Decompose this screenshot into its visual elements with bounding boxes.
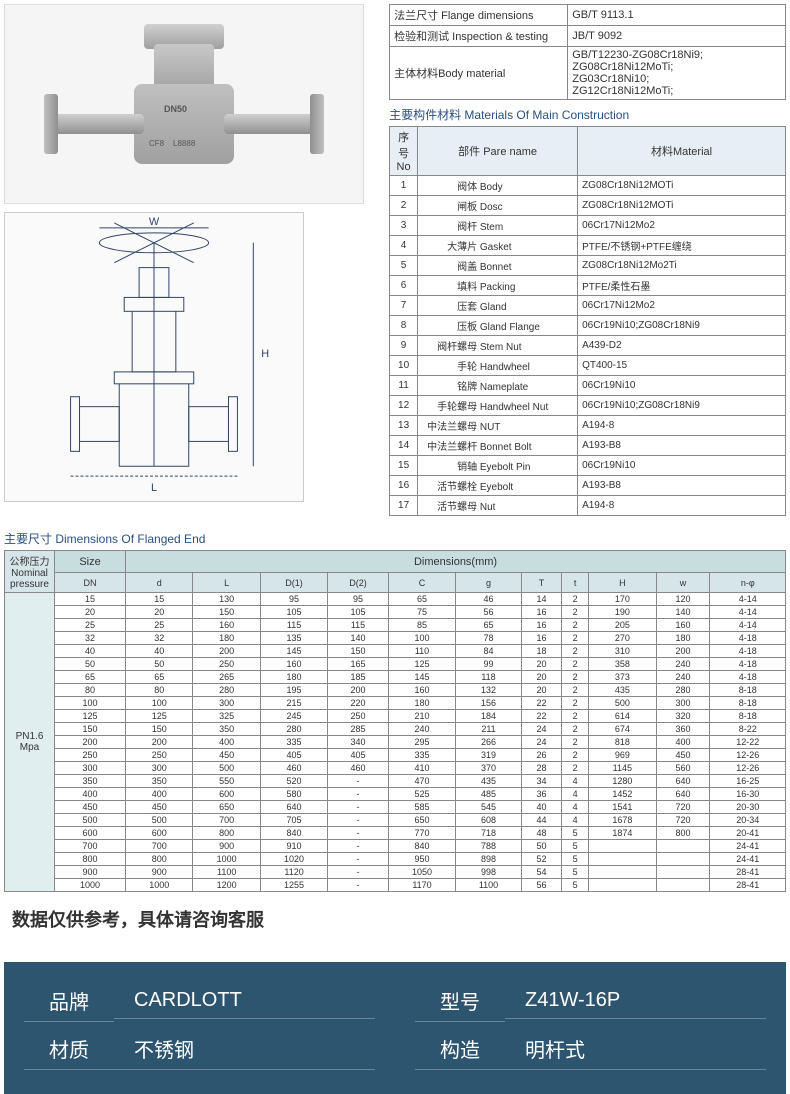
table-row: 11铭牌 Nameplate06Cr19Ni10	[390, 376, 786, 396]
dimensions-table: 公称压力 Nominal pressureSizeDimensions(mm)D…	[4, 550, 786, 892]
table-row: 12手轮螺母 Handwheel Nut06Cr19Ni10;ZG08Cr18N…	[390, 396, 786, 416]
top-section: DN50 CF8 L8888	[0, 0, 790, 520]
left-column: DN50 CF8 L8888	[4, 4, 381, 516]
table-row: 9阀杆螺母 Stem NutA439-D2	[390, 336, 786, 356]
table-row: 1阀体 BodyZG08Cr18Ni12MOTi	[390, 176, 786, 196]
table-row: 600600800840-770718485187480020-41	[5, 827, 786, 840]
spec-key: 主体材料Body material	[390, 47, 568, 100]
table-row: 4大薄片 GasketPTFE/不锈钢+PTFE缠绕	[390, 236, 786, 256]
spec-value: JB/T 9092	[568, 26, 786, 47]
svg-text:H: H	[261, 348, 269, 360]
spec-value: GB/T 9113.1	[568, 5, 786, 26]
table-row: 2闸板 DoscZG08Cr18Ni12MOTi	[390, 196, 786, 216]
model-label: 型号	[415, 986, 505, 1022]
table-row: 5050250160165125992023582404-18	[5, 658, 786, 671]
table-row: 7压套 Gland06Cr17Ni12Mo2	[390, 296, 786, 316]
table-row: 252516011511585651622051604-14	[5, 619, 786, 632]
table-row: 4040200145150110841823102004-18	[5, 645, 786, 658]
table-row: 3阀杆 Stem06Cr17Ni12Mo2	[390, 216, 786, 236]
valve-photo: DN50 CF8 L8888	[4, 4, 364, 204]
table-row: 16活节螺栓 EyeboltA193-B8	[390, 476, 786, 496]
table-row: 450450650640-585545404154172020-30	[5, 801, 786, 814]
technical-drawing: W H L	[4, 212, 304, 502]
table-row: 25025045040540533531926296945012-26	[5, 749, 786, 762]
table-row: 90090011001120-105099854528-41	[5, 866, 786, 879]
specs-table: 法兰尺寸 Flange dimensionsGB/T 9113.1检验和测试 I…	[389, 4, 786, 100]
table-row: 80802801952001601322024352808-18	[5, 684, 786, 697]
table-row: 3232180135140100781622701804-18	[5, 632, 786, 645]
table-row: 10手轮 HandwheelQT400-15	[390, 356, 786, 376]
spec-key: 法兰尺寸 Flange dimensions	[390, 5, 568, 26]
table-row: 300300500460460410370282114556012-26	[5, 762, 786, 775]
valve-dn-label: DN50	[164, 104, 187, 114]
table-row: 1000100012001255-1170110056528-41	[5, 879, 786, 892]
table-row: 8压板 Gland Flange06Cr19Ni10;ZG08Cr18Ni9	[390, 316, 786, 336]
table-row: 80080010001020-95089852524-41	[5, 853, 786, 866]
brand-value: CARDLOTT	[114, 989, 375, 1019]
dimensions-section: 主要尺寸 Dimensions Of Flanged End 公称压力 Nomi…	[0, 520, 790, 896]
table-row: PN1.6 Mpa1515130959565461421701204-14	[5, 593, 786, 606]
table-row: 350350550520-470435344128064016-25	[5, 775, 786, 788]
disclaimer-note: 数据仅供参考，具体请咨询客服	[0, 896, 790, 942]
table-row: 1251253252452502101842226143208-18	[5, 710, 786, 723]
table-row: 400400600580-525485364145264016-30	[5, 788, 786, 801]
table-row: 6填料 PackingPTFE/柔性石墨	[390, 276, 786, 296]
brand-label: 品牌	[24, 986, 114, 1022]
table-row: 700700900910-84078850524-41	[5, 840, 786, 853]
material-value: 不锈钢	[114, 1034, 375, 1070]
table-row: 1001003002152201801562225003008-18	[5, 697, 786, 710]
dimensions-title: 主要尺寸 Dimensions Of Flanged End	[4, 530, 786, 547]
struct-label: 构造	[415, 1034, 505, 1070]
table-row: 65652651801851451182023732404-18	[5, 671, 786, 684]
table-row: 500500700705-650608444167872020-34	[5, 814, 786, 827]
table-row: 1501503502802852402112426743608-22	[5, 723, 786, 736]
table-row: 15销轴 Eyebolt Pin06Cr19Ni10	[390, 456, 786, 476]
spec-key: 检验和测试 Inspection & testing	[390, 26, 568, 47]
svg-text:L: L	[151, 482, 157, 494]
table-row: 14中法兰螺杆 Bonnet BoltA193-B8	[390, 436, 786, 456]
construction-title: 主要构件材料 Materials Of Main Construction	[389, 106, 786, 123]
material-label: 材质	[24, 1034, 114, 1070]
product-info-box: 品牌 CARDLOTT 型号 Z41W-16P 材质 不锈钢 构造 明杆式	[4, 962, 786, 1094]
table-row: 13中法兰螺母 NUTA194-8	[390, 416, 786, 436]
table-row: 17活节螺母 NutA194-8	[390, 496, 786, 516]
table-row: 5阀盖 BonnetZG08Cr18Ni12Mo2Ti	[390, 256, 786, 276]
table-row: 202015010510575561621901404-14	[5, 606, 786, 619]
struct-value: 明杆式	[505, 1034, 766, 1070]
right-column: 法兰尺寸 Flange dimensionsGB/T 9113.1检验和测试 I…	[389, 4, 786, 516]
table-row: 20020040033534029526624281840012-22	[5, 736, 786, 749]
spec-value: GB/T12230-ZG08Cr18Ni9; ZG08Cr18Ni12MoTi;…	[568, 47, 786, 100]
model-value: Z41W-16P	[505, 989, 766, 1019]
svg-text:W: W	[149, 216, 160, 228]
construction-table: 序号 No部件 Pare name材料Material1阀体 BodyZG08C…	[389, 126, 786, 516]
